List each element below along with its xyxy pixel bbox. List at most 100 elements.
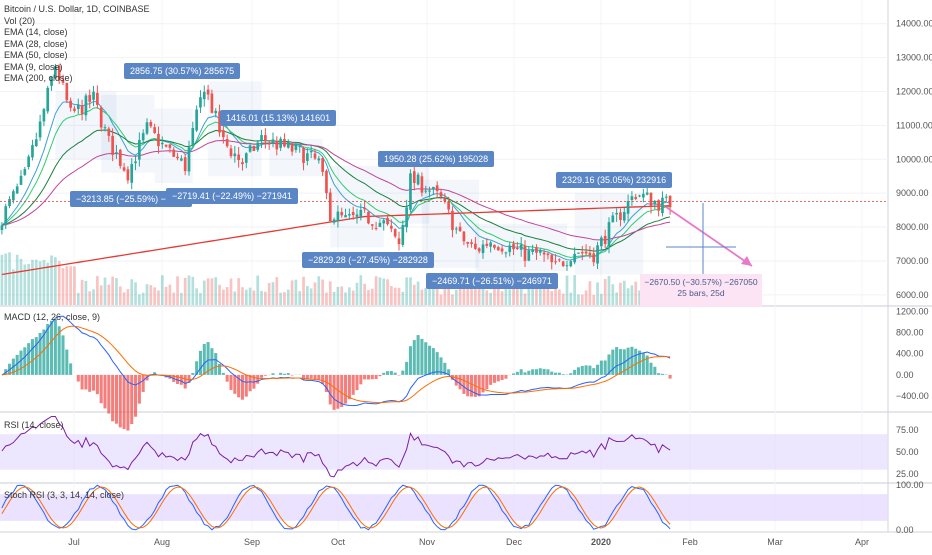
macd-histogram-bar — [611, 350, 614, 375]
macd-histogram-bar — [424, 342, 427, 375]
price-tick-label: 8000.00 — [896, 222, 929, 232]
macd-histogram-bar — [27, 343, 30, 375]
candle-body — [23, 169, 26, 175]
candle-body — [4, 206, 7, 225]
time-tick-label: 2020 — [591, 537, 611, 547]
volume-bar — [352, 291, 355, 305]
macd-histogram-bar — [375, 375, 378, 379]
macd-histogram-bar — [344, 375, 347, 404]
time-tick-label: Feb — [682, 537, 698, 547]
candle-body — [608, 222, 611, 246]
macd-histogram-bar — [352, 375, 355, 395]
macd-histogram-bar — [520, 369, 523, 375]
candle-body — [566, 265, 569, 266]
candle-body — [317, 158, 320, 160]
candle-body — [46, 88, 49, 111]
candle-body — [302, 148, 305, 163]
candle-body — [485, 244, 488, 246]
volume-bar — [226, 287, 229, 305]
candle-body — [291, 144, 294, 152]
measure-up-3: 1950.28 (25.62%) 195028 — [378, 151, 494, 167]
candle-body — [298, 146, 301, 147]
candle-body — [463, 232, 466, 242]
macd-histogram-bar — [46, 324, 49, 375]
candle-body — [264, 135, 267, 141]
volume-bar — [184, 278, 187, 305]
candle-body — [379, 223, 382, 227]
volume-bar — [489, 293, 492, 305]
projection-line-1: −2670.50 (−30.57%) −267050 — [640, 277, 762, 288]
macd-histogram-bar — [661, 374, 664, 375]
volume-bar — [146, 284, 149, 305]
volume-bar — [157, 291, 160, 305]
volume-bar — [409, 277, 412, 305]
volume-bar — [382, 278, 385, 305]
price-tick-label: 6000.00 — [896, 290, 929, 300]
volume-bar — [115, 278, 118, 305]
volume-bar — [413, 285, 416, 305]
price-tick-label: 11000.00 — [896, 120, 932, 130]
time-tick-label: Apr — [855, 537, 869, 547]
macd-histogram-bar — [23, 347, 26, 375]
candle-body — [207, 90, 210, 95]
candle-body — [390, 226, 393, 229]
volume-bar — [127, 289, 130, 305]
volume-bar — [199, 293, 202, 305]
candle-body — [279, 139, 282, 148]
candle-body — [554, 261, 557, 262]
macd-histogram-bar — [630, 347, 633, 375]
volume-bar — [268, 283, 271, 305]
candle-body — [375, 228, 378, 229]
macd-histogram-bar — [550, 372, 553, 375]
time-tick-label: Nov — [419, 537, 436, 547]
volume-bar — [222, 290, 225, 305]
volume-bar — [295, 280, 298, 305]
macd-histogram-bar — [501, 375, 504, 380]
macd-histogram-bar — [50, 321, 53, 375]
candle-body — [127, 169, 130, 180]
macd-histogram-bar — [619, 349, 622, 375]
candle-body — [27, 157, 30, 167]
candle-body — [432, 187, 435, 190]
volume-bar — [54, 257, 57, 305]
candle-body — [482, 244, 485, 253]
candle-body — [184, 157, 187, 171]
candle-body — [8, 199, 11, 206]
stoch-tick-label: 0.00 — [896, 525, 914, 535]
volume-bar — [596, 282, 599, 305]
macd-histogram-bar — [627, 348, 630, 375]
volume-bar — [348, 287, 351, 305]
macd-histogram-bar — [119, 375, 122, 428]
volume-bar — [100, 285, 103, 305]
macd-histogram-bar — [107, 375, 110, 414]
volume-bar — [531, 289, 534, 305]
macd-histogram-bar — [340, 375, 343, 407]
stoch-band — [0, 494, 888, 521]
price-tick-label: 9000.00 — [896, 188, 929, 198]
candle-body — [646, 193, 649, 195]
volume-bar — [119, 286, 122, 305]
macd-histogram-bar — [386, 371, 389, 375]
candle-body — [176, 157, 179, 158]
candle-body — [531, 249, 534, 251]
candle-body — [493, 245, 496, 248]
candle-body — [146, 122, 149, 133]
volume-bar — [245, 290, 248, 305]
rsi-tick-label: 50.00 — [896, 447, 919, 457]
candle-body — [249, 145, 252, 151]
macd-histogram-bar — [317, 375, 320, 380]
macd-histogram-bar — [54, 319, 57, 375]
candle-body — [73, 109, 76, 111]
macd-histogram-bar — [264, 375, 267, 376]
candle-body — [20, 176, 23, 185]
macd-histogram-bar — [214, 353, 217, 375]
macd-histogram-bar — [600, 361, 603, 375]
macd-histogram-bar — [428, 346, 431, 375]
volume-bar — [12, 269, 15, 305]
candle-body — [333, 219, 336, 222]
candle-body — [226, 139, 229, 146]
volume-bar — [562, 294, 565, 305]
volume-bar — [107, 285, 110, 305]
macd-histogram-bar — [199, 351, 202, 375]
candle-body — [634, 197, 637, 199]
